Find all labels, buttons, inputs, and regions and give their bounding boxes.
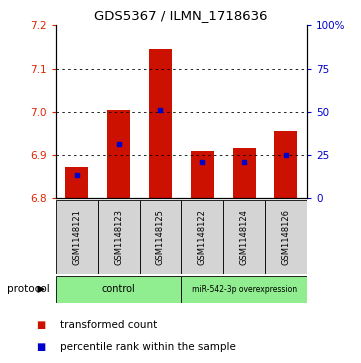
Text: GSM1148125: GSM1148125 — [156, 209, 165, 265]
Text: percentile rank within the sample: percentile rank within the sample — [60, 342, 235, 352]
Text: GDS5367 / ILMN_1718636: GDS5367 / ILMN_1718636 — [94, 9, 267, 22]
Text: protocol: protocol — [7, 284, 50, 294]
Bar — [274, 131, 297, 198]
Bar — [191, 151, 214, 198]
Text: GSM1148123: GSM1148123 — [114, 209, 123, 265]
Text: control: control — [102, 285, 135, 294]
Text: ■: ■ — [36, 320, 45, 330]
Bar — [65, 167, 88, 198]
Text: GSM1148124: GSM1148124 — [240, 209, 249, 265]
Bar — [232, 148, 256, 198]
Bar — [56, 276, 181, 303]
Bar — [98, 200, 140, 274]
Bar — [265, 200, 307, 274]
Bar — [181, 276, 307, 303]
Bar — [56, 200, 98, 274]
Text: GSM1148122: GSM1148122 — [198, 209, 207, 265]
Text: ■: ■ — [36, 342, 45, 352]
Bar — [149, 49, 172, 198]
Text: miR-542-3p overexpression: miR-542-3p overexpression — [192, 285, 297, 294]
Bar — [107, 110, 130, 198]
Text: GSM1148126: GSM1148126 — [282, 209, 291, 265]
Text: GSM1148121: GSM1148121 — [72, 209, 81, 265]
Text: transformed count: transformed count — [60, 320, 157, 330]
Bar — [140, 200, 181, 274]
Bar — [181, 200, 223, 274]
Bar — [223, 200, 265, 274]
